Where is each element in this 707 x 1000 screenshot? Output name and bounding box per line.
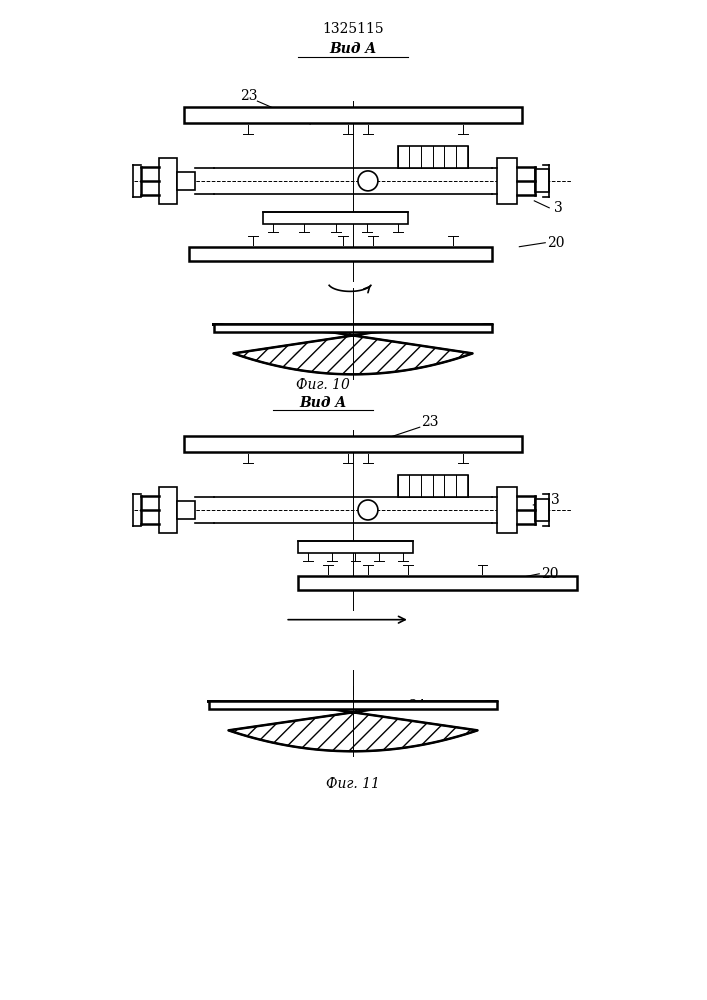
Text: Вид A: Вид A	[300, 396, 346, 410]
Bar	[184, 107, 522, 123]
Text: 23: 23	[421, 415, 438, 429]
Bar	[398, 475, 467, 497]
Text: 24: 24	[408, 699, 426, 713]
Bar	[535, 169, 549, 192]
Text: 3: 3	[554, 201, 563, 215]
Bar	[189, 247, 493, 261]
Text: 1325115: 1325115	[322, 22, 384, 36]
Text: Фиг. 11: Фиг. 11	[326, 777, 380, 791]
Text: Фиг. 10: Фиг. 10	[296, 378, 350, 392]
Text: Вид A: Вид A	[329, 42, 377, 56]
Bar	[498, 487, 518, 533]
Bar	[535, 499, 549, 521]
Bar	[263, 212, 408, 224]
Bar	[177, 172, 194, 190]
Text: 3: 3	[551, 493, 560, 507]
Bar	[398, 146, 467, 168]
Ellipse shape	[358, 171, 378, 191]
Bar	[184, 436, 522, 452]
Text: 23: 23	[240, 89, 257, 103]
Bar	[159, 487, 177, 533]
Bar	[159, 158, 177, 204]
Text: 20: 20	[542, 567, 559, 581]
Bar	[298, 576, 577, 590]
Bar	[298, 541, 413, 553]
Polygon shape	[209, 701, 498, 751]
Bar	[214, 324, 493, 332]
Polygon shape	[214, 324, 493, 374]
Text: 20: 20	[547, 236, 565, 250]
Bar	[498, 158, 518, 204]
Ellipse shape	[358, 500, 378, 520]
Bar	[177, 501, 194, 519]
Bar	[209, 701, 498, 709]
